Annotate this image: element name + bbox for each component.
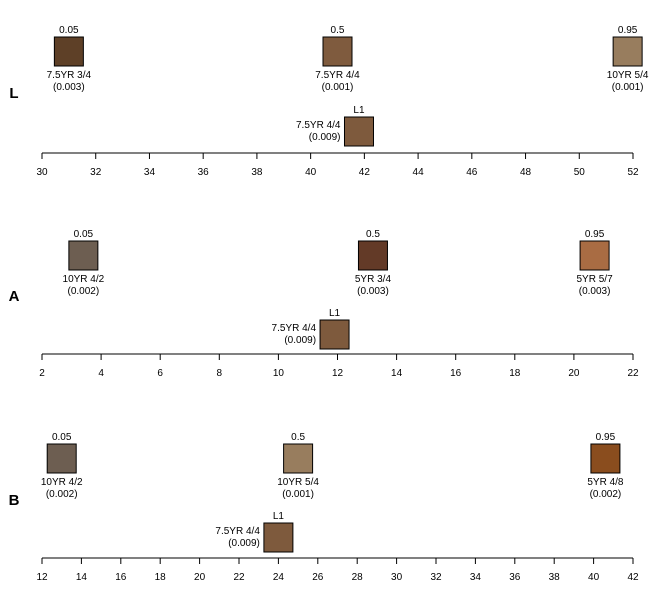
munsell-label: 7.5YR 4/4: [315, 70, 360, 81]
x-tick-label: 4: [98, 368, 104, 379]
delta-e-label: (0.003): [579, 286, 611, 297]
x-tick-label: 50: [574, 167, 586, 178]
x-tick-label: 22: [627, 368, 639, 379]
x-tick-label: 16: [450, 368, 462, 379]
munsell-label: 5YR 5/7: [577, 274, 614, 285]
panel-label: A: [9, 288, 20, 305]
x-tick-label: 20: [194, 572, 206, 583]
l1-color-chip: [343, 116, 374, 147]
color-chip: [322, 36, 353, 67]
delta-e-label: (0.001): [282, 489, 314, 500]
panel-a: A 2 4 6 8 10 12 14 16 18 20 22 0.05 10YR 4/2(0.002) 0.…: [9, 229, 639, 379]
color-chip: [53, 36, 84, 67]
x-tick-label: 40: [588, 572, 600, 583]
x-tick-label: 46: [466, 167, 478, 178]
x-tick-label: 42: [359, 167, 371, 178]
color-chip: [46, 443, 77, 474]
x-tick-label: 18: [155, 572, 167, 583]
x-tick-label: 40: [305, 167, 317, 178]
x-tick-label: 14: [391, 368, 403, 379]
l1-label: L1: [329, 308, 341, 319]
quantile-label: 0.05: [74, 229, 94, 240]
x-tick-label: 20: [568, 368, 580, 379]
quantile-label: 0.95: [585, 229, 605, 240]
delta-e-label: (0.003): [357, 286, 389, 297]
munsell-label: 5YR 4/8: [587, 477, 624, 488]
x-tick-label: 12: [332, 368, 344, 379]
l1-delta-e-label: (0.009): [228, 538, 260, 549]
panel-b: B 12 14 16 18 20 22 24 26 28 30 32 34 36 38 40 42 0.05 10Y…: [9, 432, 639, 583]
delta-e-label: (0.003): [53, 82, 85, 93]
x-tick-label: 34: [470, 572, 482, 583]
munsell-label: 7.5YR 3/4: [47, 70, 92, 81]
delta-e-label: (0.001): [612, 82, 644, 93]
x-tick-label: 28: [352, 572, 364, 583]
x-tick-label: 30: [36, 167, 48, 178]
l1-label: L1: [273, 511, 285, 522]
x-tick-label: 2: [39, 368, 45, 379]
x-tick-label: 48: [520, 167, 532, 178]
l1-color-chip: [319, 319, 350, 350]
x-tick-label: 30: [391, 572, 403, 583]
color-chip: [68, 240, 99, 271]
munsell-label: 10YR 5/4: [607, 70, 649, 81]
quantile-label: 0.05: [59, 25, 79, 36]
quantile-label: 0.5: [366, 229, 380, 240]
l1-label: L1: [353, 105, 365, 116]
x-tick-label: 34: [144, 167, 156, 178]
panel-label: B: [9, 492, 20, 509]
color-chip: [579, 240, 610, 271]
l1-munsell-label: 7.5YR 4/4: [272, 323, 317, 334]
color-chip: [590, 443, 621, 474]
munsell-label: 10YR 4/2: [63, 274, 105, 285]
delta-e-label: (0.001): [322, 82, 354, 93]
color-chip: [283, 443, 314, 474]
l1-delta-e-label: (0.009): [284, 335, 316, 346]
l1-color-chip: [263, 522, 294, 553]
munsell-label: 5YR 3/4: [355, 274, 392, 285]
panel-label: L: [9, 85, 18, 102]
color-chip: [357, 240, 388, 271]
delta-e-label: (0.002): [590, 489, 622, 500]
x-tick-label: 12: [36, 572, 48, 583]
quantile-label: 0.5: [331, 25, 345, 36]
x-tick-label: 24: [273, 572, 285, 583]
x-tick-label: 32: [430, 572, 442, 583]
quantile-label: 0.95: [596, 432, 616, 443]
x-tick-label: 38: [251, 167, 263, 178]
x-tick-label: 10: [273, 368, 285, 379]
color-chip: [612, 36, 643, 67]
x-tick-label: 18: [509, 368, 521, 379]
delta-e-label: (0.002): [46, 489, 78, 500]
munsell-label: 10YR 5/4: [277, 477, 319, 488]
x-tick-label: 32: [90, 167, 102, 178]
x-tick-label: 42: [627, 572, 639, 583]
x-tick-label: 6: [157, 368, 163, 379]
quantile-label: 0.5: [291, 432, 305, 443]
l1-delta-e-label: (0.009): [309, 132, 341, 143]
x-tick-label: 52: [627, 167, 639, 178]
x-tick-label: 8: [217, 368, 223, 379]
quantile-label: 0.05: [52, 432, 72, 443]
x-tick-label: 38: [549, 572, 561, 583]
l1-munsell-label: 7.5YR 4/4: [296, 120, 341, 131]
munsell-label: 10YR 4/2: [41, 477, 83, 488]
x-tick-label: 44: [413, 167, 425, 178]
x-tick-label: 16: [115, 572, 127, 583]
l1-munsell-label: 7.5YR 4/4: [215, 526, 260, 537]
x-tick-label: 26: [312, 572, 324, 583]
quantile-label: 0.95: [618, 25, 638, 36]
x-tick-label: 36: [509, 572, 521, 583]
x-tick-label: 36: [198, 167, 210, 178]
x-tick-label: 22: [233, 572, 245, 583]
delta-e-label: (0.002): [68, 286, 100, 297]
x-tick-label: 14: [76, 572, 88, 583]
panel-l: L30 32 34 36 38 40 42 44 46 48 50 520.057.5YR 3/4(0…: [9, 25, 648, 178]
